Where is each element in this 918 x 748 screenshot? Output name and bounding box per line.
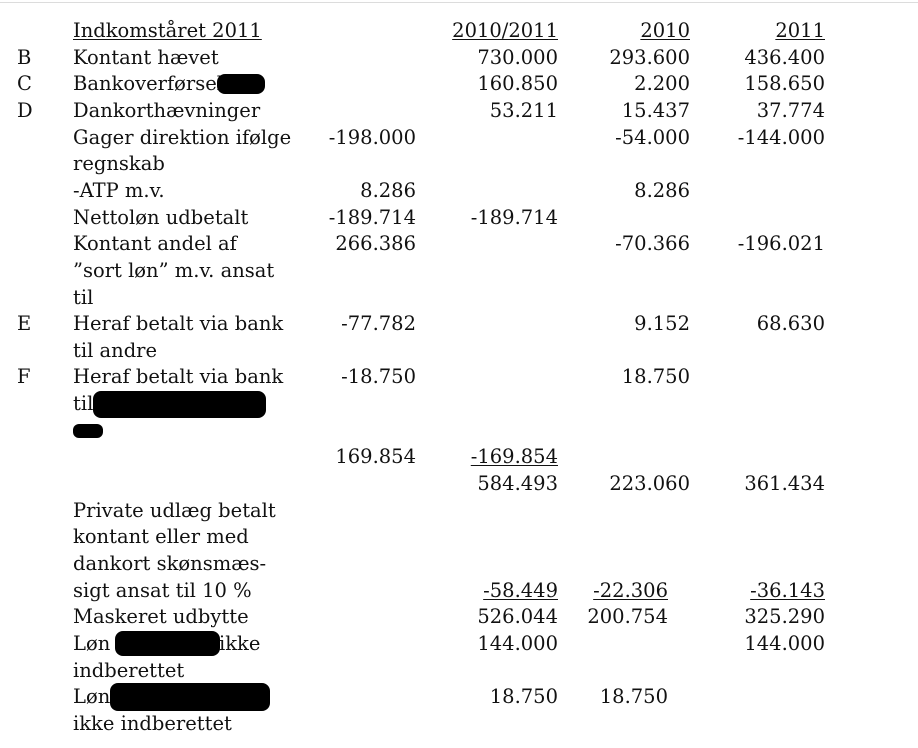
e-2011: 68.630 [756, 312, 825, 335]
sum-2010-2011: -169.854 [470, 445, 558, 468]
kontant-2010: -70.366 [615, 232, 690, 255]
d-2011: 37.774 [756, 99, 825, 122]
lon2-2010: 18.750 [599, 685, 668, 708]
b-2011: 436.400 [744, 46, 825, 69]
row-label-private-udlaeg-2: kontant eller med [73, 525, 249, 548]
row-label-heraf-til-2: til [73, 392, 94, 415]
row-label-gager-cont: regnskab [73, 152, 165, 175]
row-letter-c: C [17, 72, 32, 95]
masked-2010: 200.754 [587, 605, 668, 628]
private-2011: -36.143 [750, 579, 825, 602]
row-label-atp: -ATP m.v. [73, 179, 165, 202]
total-2011: 361.434 [744, 472, 825, 495]
redaction-block [217, 74, 265, 94]
lon1-2010-2011: 144.000 [477, 632, 558, 655]
gager-amount: -198.000 [328, 126, 416, 149]
row-label-heraf-andre-2: til andre [73, 339, 158, 362]
row-label-kontant-haevet: Kontant hævet [73, 46, 219, 69]
total-2010: 223.060 [609, 472, 690, 495]
header-2011: 2011 [775, 19, 825, 42]
row-label-private-udlaeg: Private udlæg betalt [73, 499, 276, 522]
row-label-kontant-andel-3: til [73, 286, 94, 309]
netto-2010-2011: -189.714 [470, 206, 558, 229]
c-2010: 2.200 [634, 72, 690, 95]
d-2010: 15.437 [621, 99, 690, 122]
private-2010-2011: -58.449 [483, 579, 558, 602]
row-label-gager: Gager direktion ifølge [73, 126, 292, 149]
c-2010-2011: 160.850 [477, 72, 558, 95]
redaction-block [115, 631, 220, 656]
c-2011: 158.650 [744, 72, 825, 95]
row-label-private-udlaeg-3: dankort skønsmæs- [73, 552, 267, 575]
f-2010: 18.750 [621, 365, 690, 388]
row-label-kontant-andel: Kontant andel af [73, 232, 237, 255]
redaction-block [110, 683, 270, 711]
sum-amount: 169.854 [335, 445, 416, 468]
row-letter-f: F [17, 365, 31, 388]
kontant-amount: 266.386 [335, 232, 416, 255]
row-label-bankoverforsel: Bankoverførsel [73, 72, 224, 95]
row-label-lon-1-cont: indberettet [73, 659, 185, 682]
row-label-heraf-andre: Heraf betalt via bank [73, 312, 284, 335]
redaction-block [73, 424, 103, 438]
atp-amount: 8.286 [360, 179, 416, 202]
row-label-kontant-andel-2: ”sort løn” m.v. ansat [73, 259, 275, 282]
row-label-lon-1: Løn [73, 632, 111, 655]
row-label-lon-2: Løn [73, 685, 111, 708]
masked-2011: 325.290 [744, 605, 825, 628]
e-amount: -77.782 [341, 312, 416, 335]
row-label-maskeret-udbytte: Maskeret udbytte [73, 605, 249, 628]
b-2010: 293.600 [609, 46, 690, 69]
netto-amount: -189.714 [328, 206, 416, 229]
row-label-private-udlaeg-4: sigt ansat til 10 % [73, 579, 252, 602]
gager-2010: -54.000 [615, 126, 690, 149]
kontant-2011: -196.021 [737, 232, 825, 255]
header-2010: 2010 [640, 19, 690, 42]
row-label-dankorthaevninger: Dankorthævninger [73, 99, 261, 122]
lon1-2011: 144.000 [744, 632, 825, 655]
private-2010: -22.306 [593, 579, 668, 602]
e-2010: 9.152 [634, 312, 690, 335]
gager-2011: -144.000 [737, 126, 825, 149]
lon2-2010-2011: 18.750 [489, 685, 558, 708]
row-label-lon-2-cont: ikke indberettet [73, 712, 232, 735]
redaction-block [93, 391, 266, 418]
row-letter-b: B [17, 46, 32, 69]
row-label-lon-1-ikke: ikke [219, 632, 261, 655]
row-label-nettolon: Nettoløn udbetalt [73, 206, 249, 229]
total-2010-2011: 584.493 [477, 472, 558, 495]
f-amount: -18.750 [341, 365, 416, 388]
masked-2010-2011: 526.044 [477, 605, 558, 628]
top-divider [0, 2, 918, 3]
row-letter-d: D [17, 99, 33, 122]
row-letter-e: E [17, 312, 32, 335]
d-2010-2011: 53.211 [489, 99, 558, 122]
b-2010-2011: 730.000 [477, 46, 558, 69]
header-title: Indkomståret 2011 [73, 19, 262, 42]
row-label-heraf-til: Heraf betalt via bank [73, 365, 284, 388]
header-2010-2011: 2010/2011 [452, 19, 558, 42]
atp-2010: 8.286 [634, 179, 690, 202]
